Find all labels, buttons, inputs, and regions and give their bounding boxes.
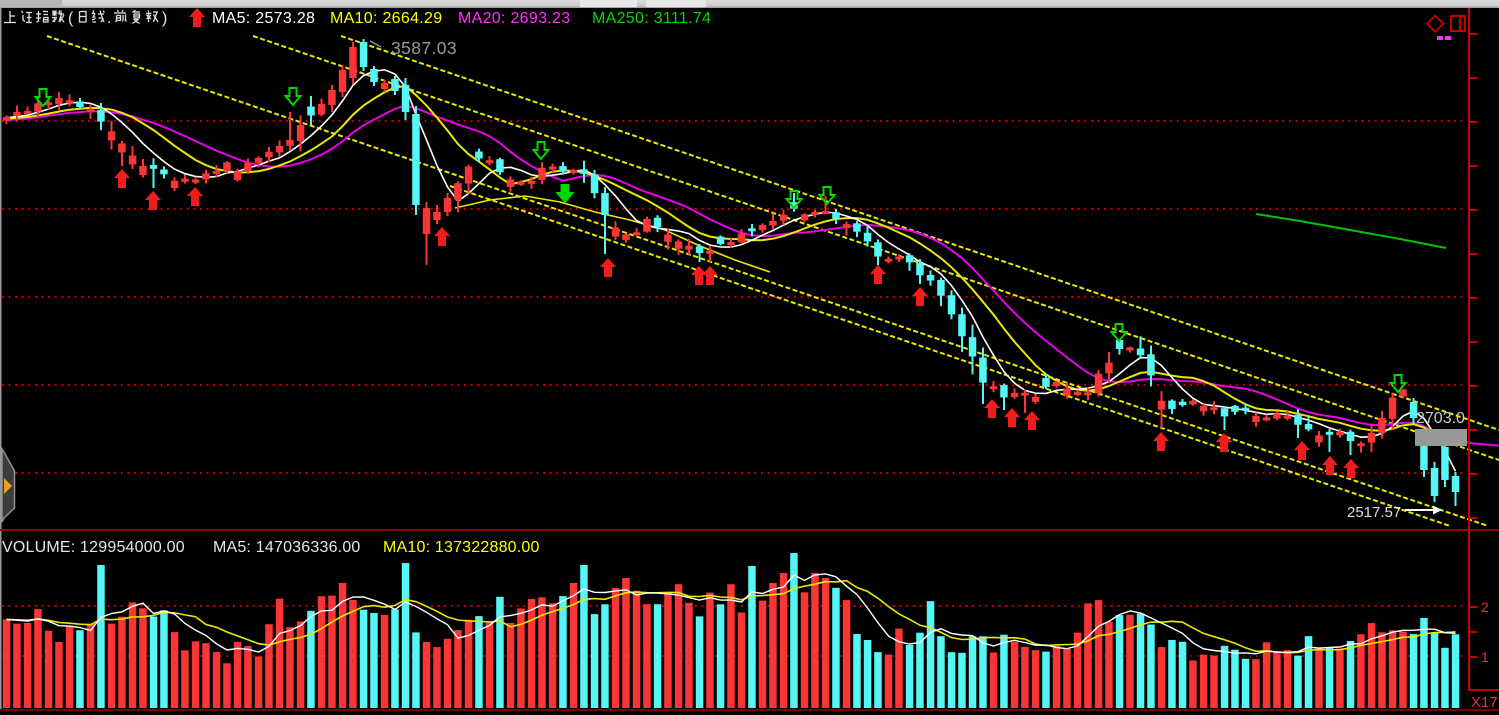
svg-text:1: 1 — [1481, 649, 1489, 665]
svg-text:MA10: 2664.29: MA10: 2664.29 — [330, 10, 442, 27]
svg-text:X17: X17 — [1471, 694, 1498, 711]
svg-text:MA5: 147036336.00: MA5: 147036336.00 — [213, 539, 361, 556]
svg-text:MA10: 137322880.00: MA10: 137322880.00 — [383, 539, 540, 556]
svg-text:3587.03: 3587.03 — [391, 38, 457, 58]
svg-text:MA250: 3111.74: MA250: 3111.74 — [592, 10, 711, 27]
svg-text:2517.57: 2517.57 — [1347, 504, 1401, 521]
svg-text:2: 2 — [1481, 599, 1489, 615]
svg-text:2703.0: 2703.0 — [1416, 410, 1465, 427]
svg-text:MA20: 2693.23: MA20: 2693.23 — [458, 10, 570, 27]
svg-text:MA5: 2573.28: MA5: 2573.28 — [212, 10, 315, 27]
svg-text:(: ( — [68, 10, 74, 27]
svg-text:): ) — [162, 10, 167, 27]
svg-text:.: . — [107, 10, 111, 27]
svg-text:VOLUME: 129954000.00: VOLUME: 129954000.00 — [2, 539, 185, 556]
